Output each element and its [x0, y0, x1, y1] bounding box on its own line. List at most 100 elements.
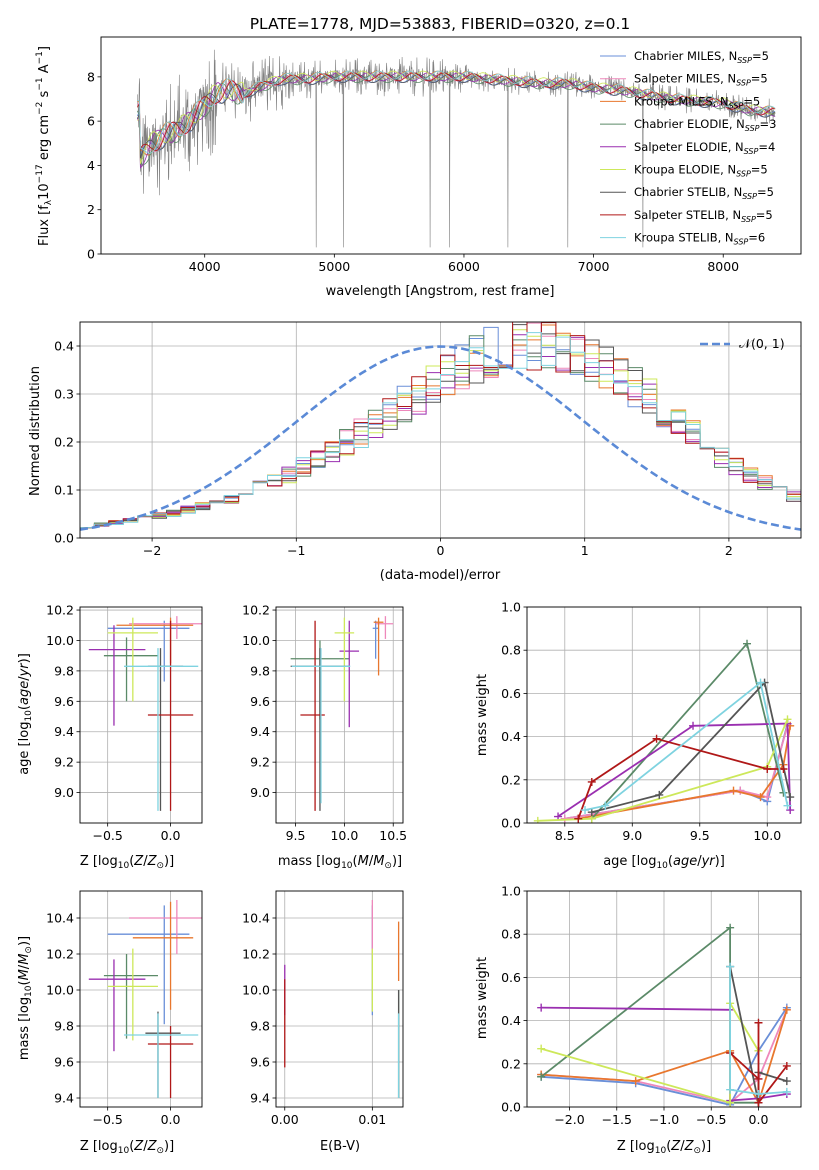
- y-tick-label: 10.0: [242, 983, 270, 998]
- y-tick-label: 0.2: [501, 1056, 521, 1071]
- x-tick-label: 8.5: [555, 828, 575, 843]
- data-point: [782, 1077, 791, 1086]
- model-line-kroupa-elodie-n: [137, 70, 776, 164]
- series-line: [578, 725, 792, 820]
- y-tick-label: 6: [87, 114, 95, 129]
- residual-histogram: [80, 324, 801, 529]
- errorbar-chabrier-stelib: [147, 648, 184, 811]
- data-point: [560, 814, 569, 823]
- x-tick-label: −0.5: [696, 1112, 726, 1127]
- mass-vs-ebv-ticks: 0.00 0.01 9.4 9.6 9.8 10.0 10.2 10.4: [242, 911, 386, 1128]
- spectrum-ylabel: Flux [fλ10−17 erg cm−2 s−1 A−1]: [35, 46, 54, 246]
- y-tick-label: 0.8: [501, 643, 521, 658]
- y-tick-label: 0.6: [501, 686, 521, 701]
- mass-vs-ebv-panel: 0.00 0.01 9.4 9.6 9.8 10.0 10.2 10.4: [242, 890, 404, 1128]
- x-tick-label: 9.5: [286, 828, 306, 843]
- series-line: [591, 641, 785, 820]
- age-vs-mass-grid: [276, 607, 403, 823]
- mass-vs-ebv-plot-area: [284, 900, 400, 1098]
- y-tick-label: 0.4: [54, 339, 74, 354]
- x-tick-label: 5000: [318, 259, 350, 274]
- data-point: [587, 777, 596, 786]
- age-vs-z-ticks: −0.5 0.0 9.0 9.2 9.4 9.6 9.8 10.0 10.2: [46, 603, 180, 843]
- data-point: [537, 1003, 546, 1012]
- errorbar-kroupa-elodie: [107, 617, 158, 702]
- y-tick-label: 0.8: [501, 927, 521, 942]
- legend-entry: Salpeter STELIB, NSSP=5: [634, 208, 773, 224]
- mass-vs-z-grid: [80, 891, 202, 1107]
- spectrum-panel: 4000 5000 6000 7000 8000 0 2 4 6 8 Chabrier MILES,…: [87, 36, 802, 274]
- legend-entry: Kroupa ELODIE, NSSP=5: [634, 163, 768, 179]
- residuals-frame: [79, 321, 802, 539]
- y-tick-label: 9.4: [54, 1091, 74, 1106]
- y-tick-label: 9.8: [250, 1019, 270, 1034]
- weight-vs-z-panel: −2.0 −1.5 −1.0 −0.5 0.0 0.0 0.2 0.4 0.6 0.8 1.0: [501, 884, 802, 1127]
- y-tick-label: 9.6: [250, 1055, 270, 1070]
- y-tick-label: 0.4: [501, 1013, 521, 1028]
- x-tick-label: −0.5: [92, 828, 122, 843]
- residuals-panel: −2 −1 0 1 2 0.0 0.1 0.2 0.3 0.4 𝒩(0, 1): [54, 321, 802, 558]
- y-tick-label: 10.2: [46, 947, 74, 962]
- x-tick-label: −1.0: [649, 1112, 679, 1127]
- mass-vs-z-plot-area: [88, 900, 202, 1098]
- y-tick-label: 10.2: [242, 603, 270, 618]
- data-point: [743, 639, 752, 648]
- x-tick-label: 4000: [189, 259, 221, 274]
- legend-entry: Salpeter ELODIE, NSSP=4: [634, 140, 775, 156]
- x-tick-label: 10.0: [753, 828, 781, 843]
- y-tick-label: 1.0: [501, 884, 521, 899]
- spectrum-frame: [100, 36, 802, 255]
- series-line: [729, 1022, 788, 1106]
- errorbar-chabrier-miles: [107, 905, 190, 1025]
- y-tick-label: 10.4: [46, 911, 74, 926]
- y-tick-label: 10.2: [242, 947, 270, 962]
- weight-vs-z-plot-area: [537, 923, 791, 1107]
- weight-vs-age-ylabel: mass weight: [475, 674, 490, 756]
- y-tick-label: 0.4: [501, 729, 521, 744]
- x-tick-label: −1.5: [602, 1112, 632, 1127]
- y-tick-label: 9.6: [54, 694, 74, 709]
- legend-entry: 𝒩(0, 1): [739, 336, 785, 351]
- y-tick-label: 9.2: [54, 755, 74, 770]
- errorbar-salpeter-elodie: [88, 959, 146, 1052]
- weight-vs-age-xlabel: age [log10(age/yr)]: [603, 854, 725, 871]
- y-tick-label: 1.0: [501, 600, 521, 615]
- series-salpeter-stelib: [574, 734, 788, 823]
- y-tick-label: 9.8: [250, 663, 270, 678]
- data-point: [763, 765, 772, 773]
- y-tick-label: 0.6: [501, 970, 521, 985]
- series-line: [729, 966, 787, 1095]
- y-tick-label: 0.0: [501, 1100, 521, 1115]
- mass-vs-ebv-xlabel: E(B-V): [320, 1139, 360, 1154]
- y-tick-label: 0.2: [54, 435, 74, 450]
- legend-entry: Salpeter MILES, NSSP=5: [634, 72, 768, 88]
- y-tick-label: 0.2: [501, 772, 521, 787]
- x-tick-label: 9.0: [622, 828, 642, 843]
- errorbar-salpeter-stelib: [147, 620, 194, 811]
- x-tick-label: 0: [437, 543, 445, 558]
- data-point: [782, 1087, 791, 1096]
- errorbar-chabrier-miles: [372, 620, 379, 659]
- y-tick-label: 9.6: [54, 1055, 74, 1070]
- legend-entry: Kroupa MILES, NSSP=5: [634, 94, 760, 110]
- age-vs-z-plot-area: [88, 616, 202, 811]
- spectrum-legend: Chabrier MILES, NSSP=5 Salpeter MILES, NS…: [600, 49, 776, 247]
- age-vs-mass-panel: 9.5 10.0 10.5 9.0 9.2 9.4 9.6 9.8 10.0 10.2: [242, 603, 407, 843]
- y-tick-label: 4: [87, 158, 95, 173]
- y-tick-label: 9.4: [54, 724, 74, 739]
- age-vs-mass-frame: [275, 606, 404, 824]
- x-tick-label: 1: [581, 543, 589, 558]
- errorbar-kroupa-stelib: [124, 1013, 199, 1098]
- weight-vs-z-frame: [526, 890, 802, 1108]
- errorbar-salpeter-stelib: [147, 1026, 194, 1098]
- data-point: [655, 790, 664, 799]
- residuals-legend: 𝒩(0, 1): [700, 336, 785, 351]
- data-point: [736, 786, 745, 795]
- series-salpeter-elodie: [554, 719, 795, 821]
- data-point: [533, 816, 542, 823]
- series-line: [577, 737, 784, 820]
- age-vs-z-frame: [79, 606, 203, 824]
- series-line: [564, 725, 789, 820]
- errorbar-kroupa-stelib: [291, 648, 351, 804]
